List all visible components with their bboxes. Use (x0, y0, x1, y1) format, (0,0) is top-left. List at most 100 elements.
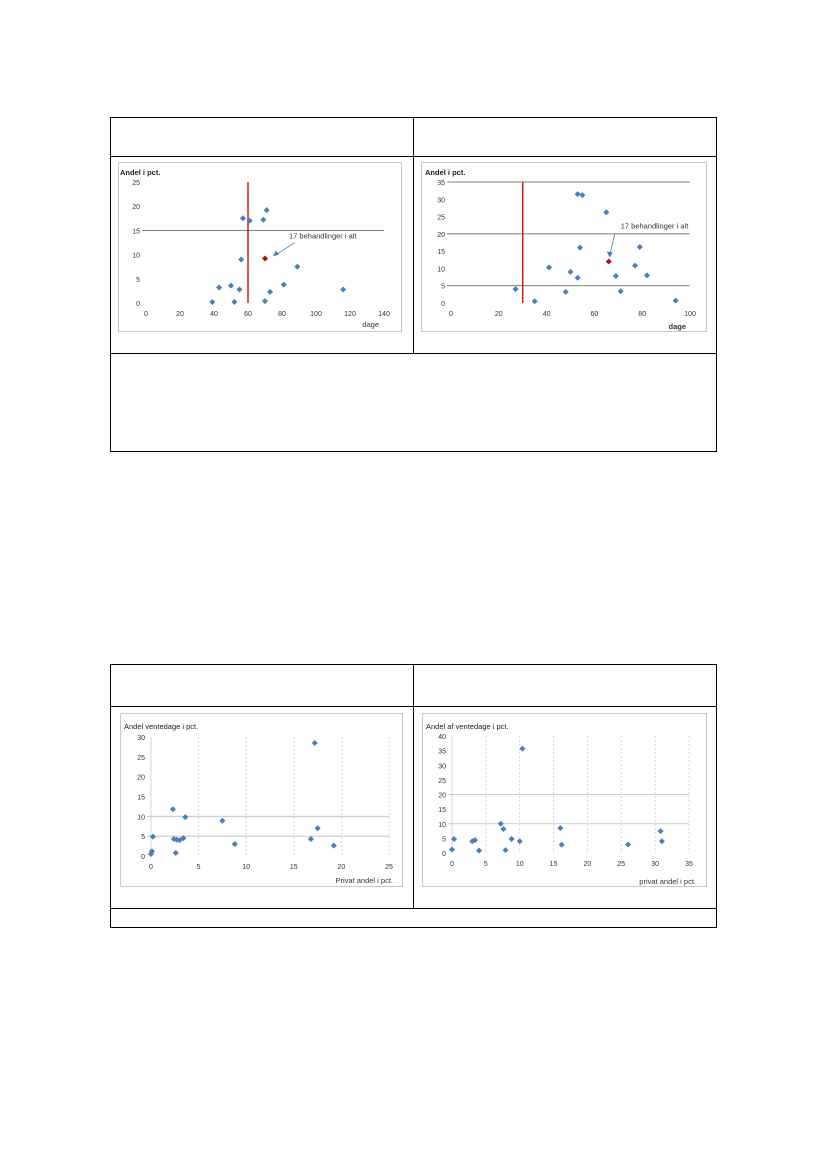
data-point (612, 273, 619, 280)
chart-1: 0 5 10 15 20 25 0 20 40 60 80 100 120 140 Andel i pct.… (120, 168, 390, 329)
data-point (262, 298, 268, 305)
y-tick-label: 10 (132, 253, 140, 260)
annotation-arrow (274, 242, 296, 256)
x-tick-label: 20 (584, 861, 592, 868)
y-tick-label: 5 (442, 836, 446, 843)
data-point (340, 286, 347, 293)
x-tick-label: 20 (176, 311, 184, 318)
data-point (294, 263, 301, 270)
y-tick-label: 25 (132, 180, 140, 187)
data-point (512, 286, 519, 293)
data-point (562, 288, 569, 295)
x-axis-label: dage (362, 320, 379, 329)
y-tick-label: 5 (441, 284, 445, 291)
data-point (643, 272, 650, 279)
bottom-table-column-divider (413, 664, 414, 908)
y-tick-label: 35 (438, 749, 446, 756)
y-tick-label: 25 (437, 215, 445, 222)
data-point (231, 299, 238, 306)
x-tick-label: 5 (197, 864, 201, 871)
y-axis-label: Andel af ventedage i pct. (426, 722, 509, 731)
x-tick-label: 80 (638, 311, 646, 318)
y-tick-label: 25 (137, 755, 145, 762)
chart-3-box (120, 713, 403, 887)
data-point (311, 739, 318, 746)
data-point (574, 191, 581, 198)
x-tick-label: 60 (591, 311, 599, 318)
data-point (579, 192, 586, 199)
data-point (263, 207, 270, 214)
data-point (216, 284, 223, 291)
data-point (574, 274, 581, 281)
x-tick-label: 20 (495, 311, 503, 318)
y-tick-label: 30 (438, 763, 446, 770)
data-point (558, 841, 565, 848)
data-point (451, 835, 458, 842)
x-tick-label: 30 (651, 861, 659, 868)
x-tick-label: 0 (149, 864, 153, 871)
y-tick-label: 15 (438, 807, 446, 814)
data-point (617, 288, 624, 295)
x-tick-label: 0 (144, 311, 148, 318)
data-point (472, 837, 479, 844)
annotation-arrowhead (273, 250, 279, 257)
top-table-footer-divider (110, 353, 717, 354)
x-tick-label: 10 (516, 861, 524, 868)
x-tick-label: 0 (449, 311, 453, 318)
data-point (658, 838, 665, 845)
chart-4: 0 5 10 15 20 25 30 35 40 0 5 10 15 20 25 30 35 Andel af v… (426, 722, 696, 886)
x-axis-label: Privat andel i pct. (335, 876, 393, 885)
x-tick-label: 100 (684, 311, 696, 318)
annotation-text: 17 behandlinger i alt (289, 231, 357, 240)
data-point (632, 262, 639, 269)
data-point (476, 847, 483, 854)
data-point (260, 216, 267, 223)
chart-2-box (421, 162, 707, 332)
y-tick-label: 30 (137, 735, 145, 742)
y-tick-label: 20 (437, 232, 445, 239)
x-tick-label: 5 (484, 861, 488, 868)
y-tick-label: 5 (141, 834, 145, 841)
x-tick-label: 20 (338, 864, 346, 871)
y-axis-label: Andel i pct. (425, 168, 465, 177)
y-tick-label: 15 (137, 795, 145, 802)
highlight-point (605, 258, 612, 265)
x-axis-label: dage (668, 322, 686, 331)
y-tick-label: 15 (437, 249, 445, 256)
y-tick-label: 20 (132, 204, 140, 211)
data-point (516, 838, 523, 845)
y-tick-label: 35 (437, 180, 445, 187)
data-point (238, 256, 245, 263)
data-point (449, 846, 455, 853)
y-tick-label: 0 (136, 301, 140, 308)
data-point (228, 282, 234, 289)
x-tick-label: 35 (685, 861, 693, 868)
x-tick-label: 40 (543, 311, 551, 318)
chart-1-box (118, 162, 402, 332)
data-point (219, 817, 226, 824)
y-tick-label: 5 (136, 277, 140, 284)
data-point (169, 806, 176, 813)
data-point (236, 286, 243, 293)
data-point (577, 244, 584, 251)
x-tick-label: 80 (278, 311, 286, 318)
data-point (231, 841, 238, 848)
y-tick-label: 25 (438, 778, 446, 785)
data-point (280, 281, 287, 288)
x-tick-label: 100 (310, 311, 322, 318)
data-point (557, 825, 564, 832)
x-tick-label: 60 (244, 311, 252, 318)
chart-3: 0 5 10 15 20 25 30 0 5 10 15 20 25 Andel ventedage i … (124, 722, 393, 885)
y-tick-label: 20 (438, 793, 446, 800)
data-point (636, 243, 643, 250)
y-tick-label: 0 (442, 851, 446, 858)
y-tick-label: 10 (437, 266, 445, 273)
data-point (603, 209, 610, 216)
data-point (267, 288, 274, 295)
y-axis-label: Andel ventedage i pct. (124, 722, 198, 731)
y-tick-label: 20 (137, 775, 145, 782)
data-point (625, 841, 632, 848)
x-tick-label: 25 (385, 864, 393, 871)
y-tick-label: 10 (438, 822, 446, 829)
